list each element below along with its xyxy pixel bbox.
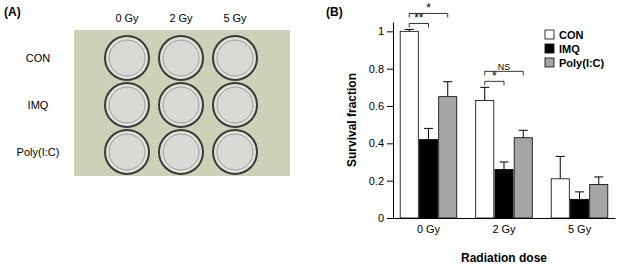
- dish-inner: [109, 87, 145, 123]
- panel-b: (B) 0 0.2 0.4 0.6 0.8 1 0 Gy 2 Gy 5 Gy Survival fr…: [326, 1, 616, 265]
- tick-mark: [387, 181, 393, 182]
- tick-label: 0: [378, 212, 384, 224]
- axis-line: [394, 218, 616, 219]
- dish: [105, 130, 149, 174]
- bar: [476, 100, 494, 218]
- error-bar: [519, 130, 528, 137]
- bar: [419, 140, 437, 218]
- axis-line: [393, 23, 394, 219]
- tick-label: 1: [378, 25, 384, 37]
- dish-inner: [163, 134, 199, 170]
- tick: 0 Gy: [417, 223, 441, 235]
- tick: 0.6: [369, 100, 393, 112]
- error-bar: [575, 192, 584, 199]
- tick-label: 5 Gy: [568, 223, 592, 235]
- tick-mark: [387, 143, 393, 144]
- plot-area: [400, 29, 608, 218]
- legend-label: IMQ: [559, 43, 580, 55]
- dish: [159, 36, 203, 80]
- error-bar: [405, 29, 414, 31]
- row-label: CON: [26, 52, 51, 64]
- legend-swatch: [545, 30, 554, 39]
- bar: [439, 97, 457, 218]
- legend-swatch: [545, 58, 554, 67]
- error-bar: [556, 156, 565, 178]
- dish-inner: [109, 134, 145, 170]
- y-axis-title: Survival fraction: [345, 73, 359, 167]
- dish: [213, 36, 257, 80]
- tick-label: 2 Gy: [492, 223, 516, 235]
- significance-label: *: [426, 1, 431, 15]
- row-label: Poly(I:C): [17, 146, 60, 158]
- tick: 0.2: [369, 175, 393, 187]
- dish: [213, 130, 257, 174]
- dish-inner: [217, 134, 253, 170]
- tick-mark: [387, 69, 393, 70]
- dish-inner: [163, 40, 199, 76]
- column-label: 0 Gy: [115, 12, 139, 24]
- x-axis-title: Radiation dose: [461, 251, 547, 265]
- row-label: IMQ: [28, 99, 49, 111]
- tick-mark: [387, 31, 393, 32]
- tick: 2 Gy: [492, 223, 516, 235]
- tick-mark: [387, 218, 393, 219]
- bar: [514, 138, 532, 218]
- figure: (A) 0 Gy 2 Gy 5 Gy CON IMQ Poly(I:C) (B) 0 0.2 0.4…: [0, 0, 643, 273]
- error-bar: [443, 82, 452, 97]
- dish-inner: [217, 40, 253, 76]
- bar: [551, 179, 569, 218]
- tick-label: 0.2: [369, 175, 384, 187]
- series: [439, 82, 608, 218]
- panel-a: (A) 0 Gy 2 Gy 5 Gy CON IMQ Poly(I:C): [4, 5, 290, 176]
- tick: 1: [378, 25, 393, 37]
- dish-inner: [109, 40, 145, 76]
- panel-label: (B): [326, 5, 343, 19]
- dish: [159, 130, 203, 174]
- error-bar: [499, 162, 508, 169]
- legend-label: Poly(I:C): [559, 57, 605, 69]
- series: [400, 29, 569, 218]
- tick: 0.8: [369, 63, 393, 75]
- error-bar: [480, 87, 489, 100]
- tick: 5 Gy: [568, 223, 592, 235]
- error-bar: [594, 177, 603, 184]
- tick-mark: [387, 106, 393, 107]
- annotations: ****NS: [409, 1, 523, 85]
- photo-background: [74, 30, 290, 176]
- legend-label: CON: [559, 29, 584, 41]
- bar: [400, 31, 418, 218]
- dish-inner: [163, 87, 199, 123]
- panel-label: (A): [4, 5, 21, 19]
- y-axis: 0 0.2 0.4 0.6 0.8 1: [369, 23, 394, 225]
- x-axis: 0 Gy 2 Gy 5 Gy: [394, 219, 616, 235]
- tick: 0.4: [369, 137, 393, 149]
- dish: [105, 83, 149, 127]
- significance-label: NS: [498, 62, 511, 72]
- dish: [105, 36, 149, 80]
- tick-label: 0 Gy: [417, 223, 441, 235]
- column-label: 2 Gy: [169, 12, 193, 24]
- tick: 0: [378, 212, 393, 224]
- tick-label: 0.8: [369, 63, 384, 75]
- tick-label: 0.4: [369, 137, 384, 149]
- dish: [213, 83, 257, 127]
- error-bar: [424, 128, 433, 139]
- column-label: 5 Gy: [223, 12, 247, 24]
- bar: [590, 184, 608, 218]
- legend: CON IMQ Poly(I:C): [545, 29, 605, 69]
- bar: [570, 199, 588, 218]
- bar: [495, 169, 513, 218]
- dish: [159, 83, 203, 127]
- tick-label: 0.6: [369, 100, 384, 112]
- dish-inner: [217, 87, 253, 123]
- legend-swatch: [545, 44, 554, 53]
